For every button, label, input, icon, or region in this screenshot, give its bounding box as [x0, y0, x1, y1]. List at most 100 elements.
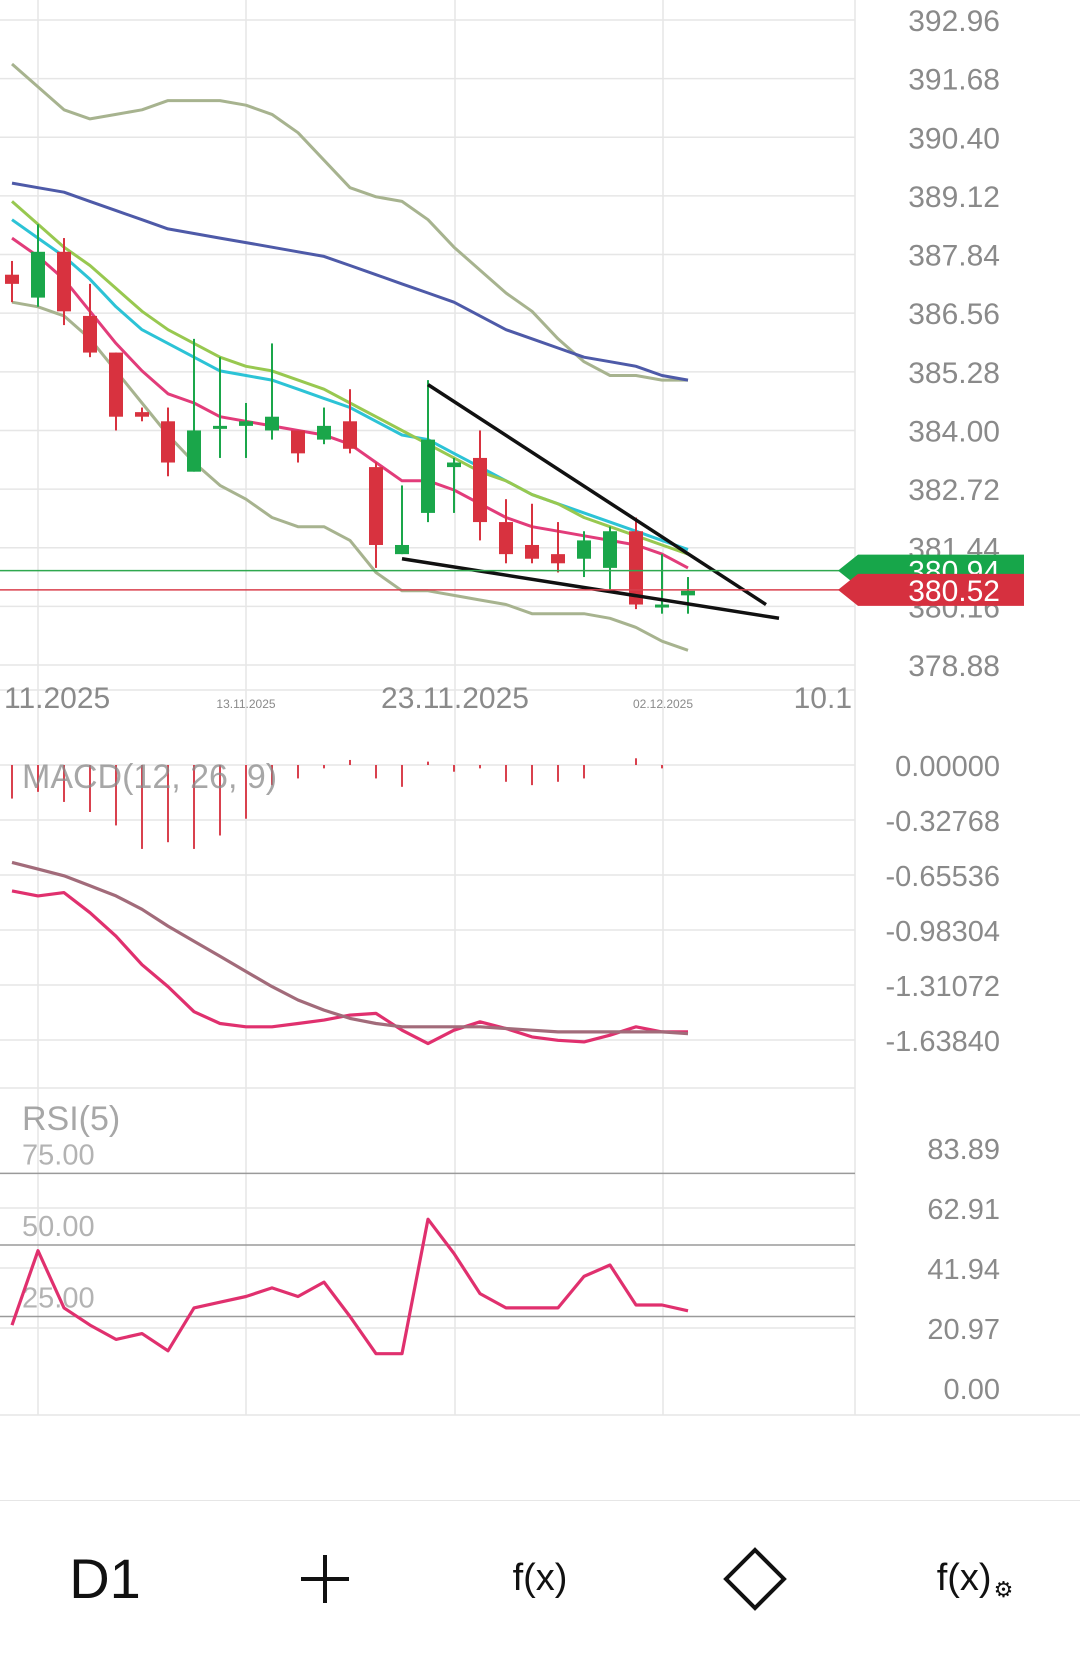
candle: [135, 407, 149, 422]
rsi-tick-label: 0.00: [944, 1374, 1000, 1406]
diamond-icon: [723, 1546, 787, 1611]
ask-price-badge: [838, 573, 1024, 606]
price-panel[interactable]: [0, 62, 855, 652]
macd-line-signal: [11, 860, 689, 1036]
candle: [343, 389, 357, 454]
indicators-label: f(x): [512, 1557, 568, 1599]
macd-tick-label: -0.65536: [886, 861, 1001, 893]
trendline: [427, 383, 767, 606]
plus-icon: [301, 1554, 349, 1603]
rsi-level-label: 75.00: [22, 1139, 95, 1171]
candle-body: [551, 554, 565, 564]
date-tick-label: 10.1: [794, 682, 852, 715]
candle: [5, 260, 19, 303]
candle: [395, 485, 409, 555]
macd-line-macd: [11, 889, 688, 1046]
candle: [473, 430, 487, 541]
price-tick-label: 392.96: [908, 5, 1000, 38]
candle-body: [447, 462, 461, 468]
add-button[interactable]: [260, 1501, 390, 1656]
date-tick-label: 02.12.2025: [633, 697, 693, 711]
series-line-bb_lower: [11, 300, 689, 652]
candle-body: [603, 531, 617, 568]
candle-body: [239, 421, 253, 426]
candle-body: [109, 352, 123, 417]
price-tick-label: 378.88: [908, 650, 1000, 683]
rsi-panel[interactable]: 83.8962.9141.9420.970.0075.0050.0025.00R…: [0, 1100, 1000, 1406]
candle-body: [499, 522, 513, 555]
candle: [109, 352, 123, 431]
candle: [603, 526, 617, 591]
candle: [525, 503, 539, 564]
series-line-ma_blue: [11, 181, 689, 382]
candle: [577, 531, 591, 578]
candle-body: [291, 430, 305, 454]
price-tick-label: 389.12: [908, 181, 1000, 214]
candle: [655, 554, 669, 614]
trendline: [401, 556, 780, 621]
candle: [57, 238, 71, 326]
candle-body: [31, 251, 45, 298]
timeframe-button[interactable]: D1: [40, 1501, 170, 1656]
price-tick-label: 385.28: [908, 357, 1000, 390]
candle: [239, 402, 253, 458]
candle-body: [135, 412, 149, 417]
drawing-tools-button[interactable]: [690, 1501, 820, 1656]
candle-body: [577, 540, 591, 559]
price-tick-label: 386.56: [908, 298, 1000, 331]
candle-body: [161, 421, 175, 463]
candle-body: [187, 430, 201, 472]
candle: [213, 357, 227, 458]
rsi-level-label: 50.00: [22, 1211, 95, 1243]
rsi-tick-label: 20.97: [927, 1314, 1000, 1346]
candle-body: [83, 315, 97, 353]
candle: [499, 499, 513, 564]
price-tick-label: 384.00: [908, 415, 1000, 448]
candle: [317, 407, 331, 445]
candle-body: [5, 274, 19, 284]
price-tick-label: 390.40: [908, 122, 1000, 155]
candle-body: [395, 544, 409, 555]
chart-background: [0, 0, 1080, 1500]
candle: [161, 407, 175, 477]
candle-body: [265, 416, 279, 431]
price-tick-label: 391.68: [908, 64, 1000, 97]
candle-body: [213, 425, 227, 429]
rsi-title: RSI(5): [22, 1100, 120, 1138]
macd-tick-label: -0.98304: [886, 916, 1001, 948]
date-axis: 11.2025 13.11.2025 23.11.2025 02.12.2025 10.…: [4, 682, 852, 715]
candle-body: [343, 421, 357, 449]
candle-body: [57, 251, 71, 312]
gear-icon: ⚙: [993, 1576, 1014, 1602]
candle: [187, 338, 201, 472]
candle: [629, 517, 643, 610]
candle-body: [655, 604, 669, 608]
candle: [291, 430, 305, 463]
price-tick-label: 387.84: [908, 240, 1000, 273]
candle: [447, 457, 461, 513]
candle: [681, 577, 695, 614]
candle-body: [629, 531, 643, 605]
candle: [369, 462, 383, 568]
macd-tick-label: -1.63840: [886, 1026, 1001, 1058]
chart-area[interactable]: 392.96 391.68 390.40 389.12 387.84 386.56 385.…: [0, 0, 1080, 1500]
macd-panel[interactable]: 0.00000 -0.32768 -0.65536 -0.98304 -1.31072 -…: [11, 751, 1001, 1058]
candle-body: [421, 439, 435, 513]
date-tick-label: 13.11.2025: [216, 697, 275, 711]
candle: [265, 343, 279, 440]
indicators-button[interactable]: f(x): [470, 1501, 610, 1656]
macd-title: MACD(12, 26, 9): [22, 758, 277, 796]
rsi-line: [10, 1217, 689, 1356]
macd-tick-label: -1.31072: [886, 971, 1001, 1003]
price-tick-label: 382.72: [908, 474, 1000, 507]
rsi-tick-label: 41.94: [927, 1254, 1000, 1286]
candle: [31, 224, 45, 307]
indicator-settings-button[interactable]: f(x) ⚙: [900, 1501, 1050, 1656]
candle: [551, 522, 565, 573]
candle: [421, 380, 435, 523]
rsi-tick-label: 62.91: [927, 1194, 1000, 1226]
candle-body: [369, 467, 383, 545]
macd-tick-label: 0.00000: [895, 751, 1000, 783]
candle: [83, 283, 97, 358]
